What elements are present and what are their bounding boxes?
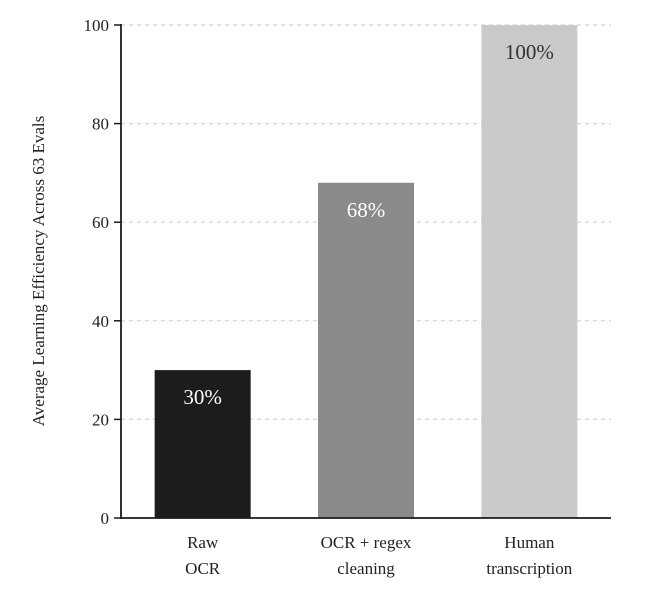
y-axis-label: Average Learning Efficiency Across 63 Ev… bbox=[29, 116, 48, 426]
bar-layer bbox=[154, 25, 578, 518]
y-tick-label: 20 bbox=[92, 410, 109, 429]
bar-value-label: 30% bbox=[183, 385, 222, 409]
bar bbox=[154, 370, 251, 518]
y-tick-label: 80 bbox=[92, 115, 109, 134]
y-tick-label: 0 bbox=[101, 509, 110, 528]
bar bbox=[481, 25, 578, 518]
x-category-label: Raw OCR bbox=[185, 533, 221, 578]
bar bbox=[318, 182, 414, 518]
bar-value-label: 100% bbox=[505, 40, 554, 64]
x-category-label: OCR + regex cleaning bbox=[321, 533, 412, 578]
y-tick-label: 100 bbox=[84, 16, 110, 35]
bar-value-label: 68% bbox=[347, 198, 386, 222]
x-category-label: Human transcription bbox=[486, 533, 572, 578]
y-tick-label: 40 bbox=[92, 312, 109, 331]
label-layer: 30% Raw OCR 68% OCR + regex cleaning 100% Human… bbox=[183, 40, 572, 578]
y-tick-label: 60 bbox=[92, 213, 109, 232]
axis-layer: 0 20 40 60 80 100 bbox=[84, 16, 611, 528]
